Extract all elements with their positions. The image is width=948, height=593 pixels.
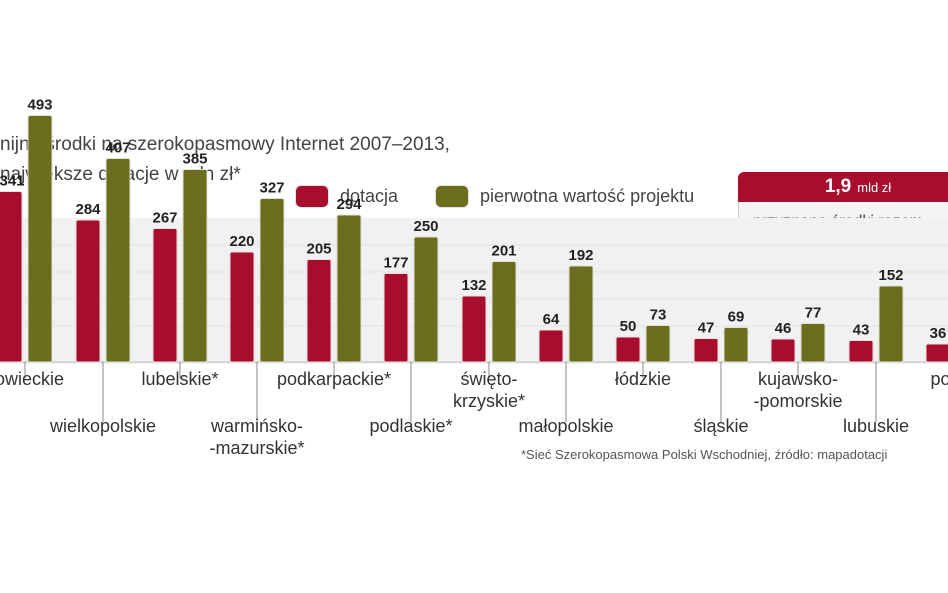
category-label-0: zowieckie [0, 369, 64, 389]
category-label-7: małopolskie [518, 416, 613, 436]
value-label-pierwotna-11: 152 [878, 267, 903, 284]
category-label-6-1: krzyskie* [453, 391, 525, 411]
bar-pierwotna-6 [491, 261, 517, 363]
value-label-pierwotna-10: 77 [805, 305, 822, 322]
value-label-dotacja-7: 64 [543, 311, 560, 328]
category-label-5: podlaskie* [369, 416, 452, 436]
category-label-11: lubuskie [843, 416, 909, 436]
footnote: *Sieć Szerokopasmowa Polski Wschodniej, … [521, 447, 888, 462]
value-label-dotacja-6: 132 [461, 277, 486, 294]
bar-dotacja-1 [75, 219, 101, 363]
total-value: 1,9 [824, 176, 852, 197]
legend-swatch-dotacja [296, 186, 328, 207]
legend-dotacja: dotacja [296, 186, 398, 207]
category-label-4: podkarpackie* [277, 369, 391, 389]
bar-dotacja-10 [770, 338, 796, 363]
value-label-dotacja-5: 177 [383, 255, 408, 272]
category-label-2: lubelskie* [141, 369, 218, 389]
category-label-10-1: -pomorskie [753, 391, 842, 411]
bar-pierwotna-3 [259, 198, 285, 363]
category-label-3-1: -mazurskie* [209, 438, 304, 458]
chart-title-line-2: największe dotacje w mln zł* [0, 164, 241, 185]
bar-dotacja-9 [693, 338, 719, 363]
value-label-dotacja-8: 50 [620, 318, 637, 335]
bar-pierwotna-5 [413, 236, 439, 363]
value-label-dotacja-4: 205 [306, 241, 331, 258]
value-label-pierwotna-3: 327 [259, 180, 284, 197]
legend-label-pierwotna: pierwotna wartość projektu [480, 186, 695, 206]
category-label-10-0: kujawsko- [758, 369, 838, 389]
value-label-pierwotna-9: 69 [728, 309, 745, 326]
value-label-pierwotna-5: 250 [413, 218, 438, 235]
value-label-dotacja-1: 284 [75, 201, 101, 218]
value-label-dotacja-9: 47 [698, 320, 715, 337]
bar-dotacja-2 [152, 228, 178, 363]
bar-pierwotna-7 [568, 265, 594, 363]
legend-label-dotacja: dotacja [340, 186, 399, 206]
value-label-dotacja-11: 43 [853, 322, 870, 339]
category-label-3-0: warmińsko- [210, 416, 303, 436]
value-label-pierwotna-7: 192 [568, 247, 593, 264]
value-label-pierwotna-8: 73 [650, 307, 667, 324]
value-label-dotacja-3: 220 [229, 233, 254, 250]
bar-dotacja-8 [615, 336, 641, 363]
bar-dotacja-0 [0, 191, 23, 363]
category-label-1: wielkopolskie [49, 416, 156, 436]
category-label-8: łódzkie [615, 369, 671, 389]
value-label-pierwotna-6: 201 [491, 243, 516, 260]
value-label-pierwotna-0: 493 [27, 97, 52, 114]
bar-dotacja-5 [383, 273, 409, 363]
bar-pierwotna-9 [723, 327, 749, 363]
legend-swatch-pierwotna [436, 186, 468, 207]
bar-dotacja-6 [461, 295, 487, 363]
bar-dotacja-3 [229, 251, 255, 363]
category-label-6-0: świętо- [460, 369, 517, 389]
bar-pierwotna-10 [800, 323, 826, 363]
bar-dotacja-12 [925, 343, 948, 363]
legend-pierwotna: pierwotna wartość projektu [436, 186, 694, 207]
category-label-9: śląskie [693, 416, 748, 436]
bar-dotacja-7 [538, 329, 564, 363]
value-label-dotacja-12: 36 [930, 325, 947, 342]
bar-pierwotna-2 [182, 169, 208, 363]
bar-dotacja-11 [848, 340, 874, 363]
total-label: przyznane środki razem [738, 202, 948, 243]
bar-pierwotna-4 [336, 214, 362, 363]
bar-dotacja-4 [306, 259, 332, 363]
bar-pierwotna-8 [645, 325, 671, 363]
value-label-dotacja-2: 267 [152, 210, 177, 227]
total-unit: mld zł [857, 179, 892, 195]
total-value-bar: 1,9 mld zł [738, 172, 948, 202]
total-box: 1,9 mld zł przyznane środki razem [738, 172, 948, 244]
bar-pierwotna-11 [878, 285, 904, 363]
bar-pierwotna-1 [105, 158, 131, 363]
chart-title-line-1: nijne środki na szerokopasmowy Internet … [0, 134, 450, 155]
value-label-dotacja-10: 46 [775, 320, 792, 337]
category-label-12: pomo [930, 369, 948, 389]
